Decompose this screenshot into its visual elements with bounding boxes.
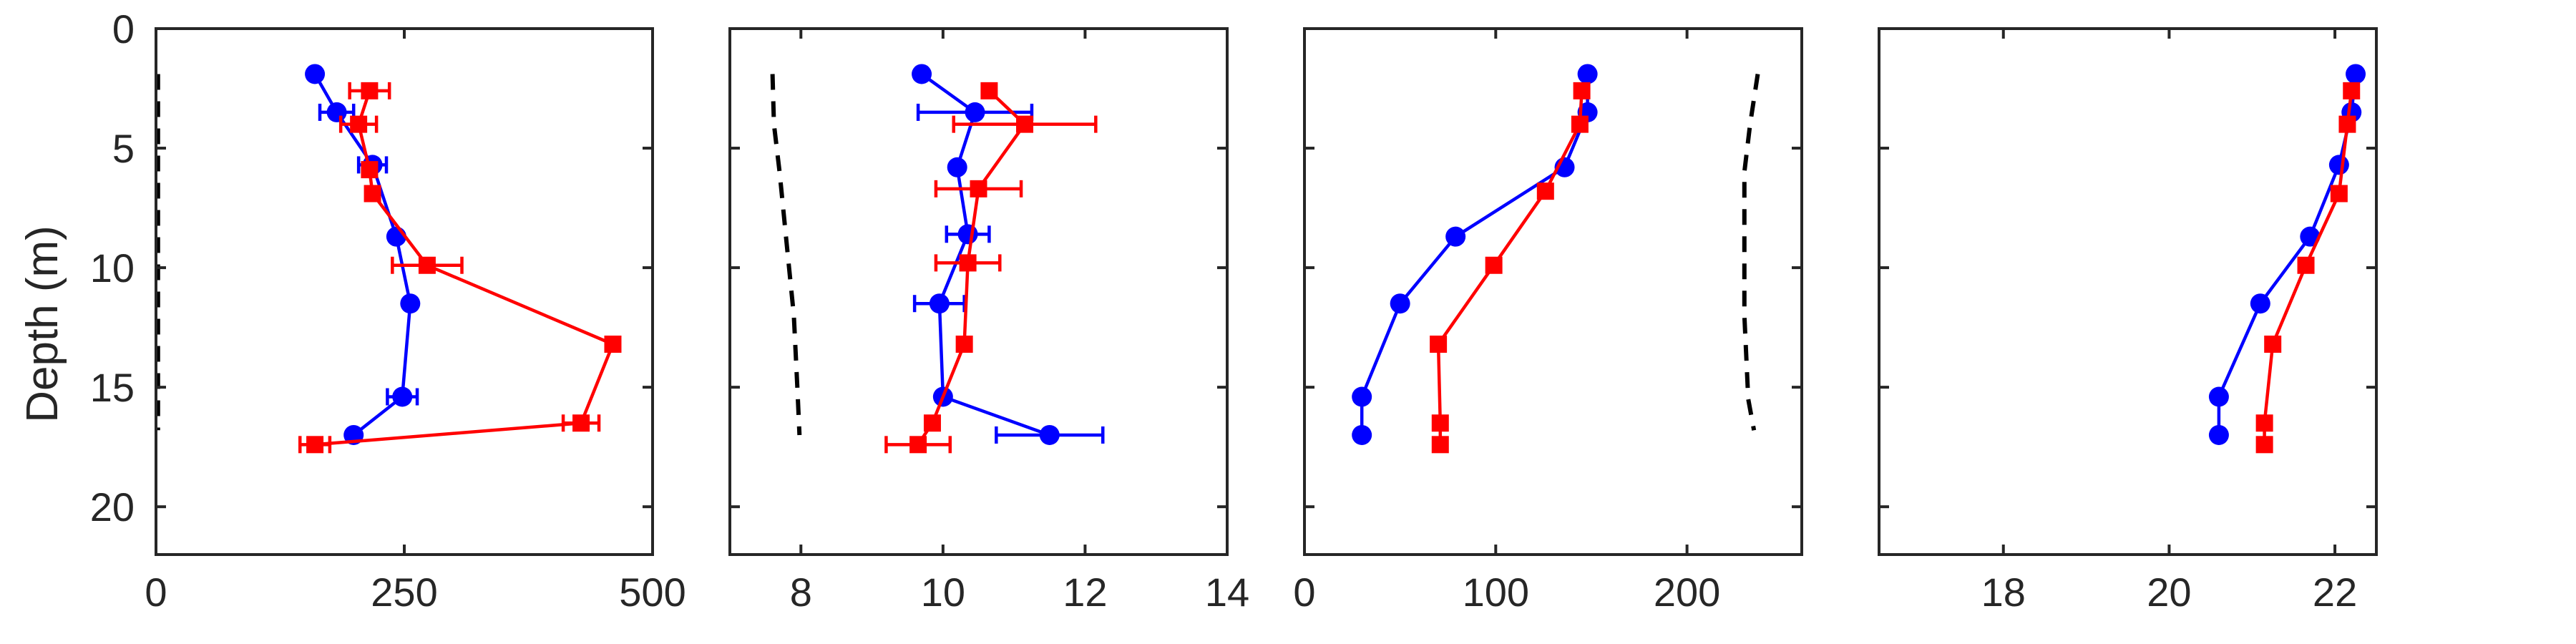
panel-total-concentration: 0 250 500 0 5 10 15 20 — [90, 6, 686, 615]
data-point-square — [2255, 414, 2273, 432]
series-3 — [770, 74, 802, 436]
data-point-square — [604, 336, 622, 353]
data-point-circle — [1445, 226, 1466, 247]
data-point-square — [1536, 182, 1554, 200]
series-2 — [884, 82, 1098, 454]
data-point-square — [1016, 115, 1034, 133]
x-tick-label: 14 — [1205, 570, 1249, 615]
axes-box — [1878, 27, 2378, 556]
axes-box — [1303, 27, 1803, 556]
data-point-circle — [392, 386, 413, 407]
data-point-square — [2343, 82, 2361, 99]
y-tick-label: 10 — [90, 245, 135, 291]
data-point-square — [955, 336, 973, 353]
panel-ph: 8 10 12 14 — [728, 27, 1249, 615]
data-point-square — [350, 115, 368, 133]
x-tick-label: 18 — [1981, 570, 2026, 615]
data-point-circle — [2250, 293, 2270, 314]
data-point-square — [2255, 436, 2273, 454]
axes-box — [728, 27, 1229, 556]
panel-oxygen: 0 100 200 — [1293, 27, 1803, 615]
data-point-square — [970, 180, 987, 197]
data-point-circle — [2328, 155, 2349, 175]
data-point-square — [1431, 414, 1449, 432]
data-point-square — [364, 185, 381, 203]
reference-profile-line — [770, 74, 802, 436]
data-point-square — [1485, 256, 1503, 274]
x-tick-label: 8 — [790, 570, 812, 615]
data-point-circle — [400, 293, 421, 314]
data-point-square — [572, 414, 590, 432]
data-point-circle — [326, 102, 347, 122]
data-point-circle — [1352, 386, 1372, 407]
data-point-circle — [965, 102, 985, 122]
data-point-square — [361, 161, 379, 179]
data-point-circle — [957, 224, 978, 245]
data-point-square — [1430, 336, 1448, 353]
x-tick-label: 0 — [1293, 570, 1315, 615]
panel-temperature: 18 20 22 — [1878, 27, 2378, 615]
x-tick-label: 22 — [2313, 570, 2357, 615]
series-line — [2217, 74, 2358, 435]
data-point-square — [1431, 436, 1449, 454]
series-3 — [1742, 74, 1760, 431]
data-point-square — [923, 414, 941, 432]
data-point-square — [980, 82, 998, 99]
series-line — [1360, 74, 1589, 435]
y-tick-label: 15 — [90, 365, 135, 410]
x-tick-label: 0 — [145, 570, 167, 615]
data-point-square — [2338, 115, 2356, 133]
data-point-circle — [912, 64, 932, 84]
x-tick-label: 250 — [371, 570, 437, 615]
x-tick-label: 500 — [619, 570, 686, 615]
x-tick-label: 200 — [1654, 570, 1720, 615]
series-2 — [2255, 82, 2361, 454]
x-tick-label: 100 — [1463, 570, 1529, 615]
series-2 — [298, 82, 622, 454]
data-point-square — [2264, 336, 2282, 353]
series-1 — [2208, 64, 2366, 445]
data-point-square — [959, 254, 977, 272]
data-point-square — [418, 256, 436, 274]
x-tick-label: 12 — [1063, 570, 1107, 615]
data-point-circle — [2208, 424, 2229, 445]
data-point-circle — [947, 157, 967, 177]
series-1 — [1352, 64, 1598, 445]
data-point-square — [361, 82, 379, 99]
data-point-circle — [305, 64, 326, 84]
data-point-square — [909, 436, 927, 454]
series-line — [1436, 90, 1584, 445]
x-tick-label: 20 — [2147, 570, 2191, 615]
data-point-square — [1573, 82, 1591, 99]
data-point-circle — [2300, 226, 2321, 247]
reference-profile-line — [1742, 74, 1760, 431]
data-point-square — [2330, 185, 2348, 203]
data-point-circle — [1390, 293, 1410, 314]
y-tick-label: 5 — [112, 126, 135, 171]
series-1 — [912, 64, 1105, 445]
series-2 — [1430, 82, 1591, 454]
data-point-circle — [2346, 64, 2366, 84]
data-point-circle — [2208, 386, 2229, 407]
data-point-square — [306, 436, 324, 454]
data-point-circle — [929, 293, 950, 314]
data-point-square — [2297, 256, 2315, 274]
axes-box — [155, 27, 654, 556]
y-axis-title: Depth (m) — [18, 225, 67, 423]
data-point-circle — [1577, 64, 1598, 84]
data-point-circle — [1039, 424, 1060, 445]
y-tick-label: 0 — [112, 6, 135, 52]
x-tick-label: 10 — [921, 570, 965, 615]
y-tick-label: 20 — [90, 484, 135, 530]
data-point-square — [1571, 115, 1589, 133]
data-point-circle — [1352, 424, 1372, 445]
